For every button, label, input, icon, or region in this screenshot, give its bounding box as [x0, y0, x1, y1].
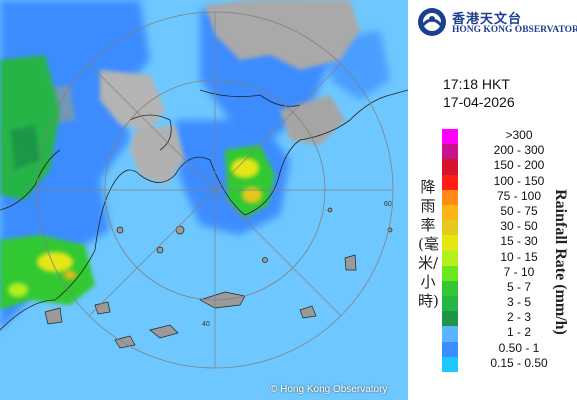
- legend-swatch: [442, 144, 458, 160]
- range-spokes: [37, 12, 393, 368]
- legend-swatch: [442, 356, 458, 372]
- legend-title-zh: 降雨率(毫米/小時): [418, 178, 439, 310]
- copyright-notice: © Hong Kong Observatory: [270, 384, 388, 395]
- coastlines: [0, 89, 408, 331]
- legend-swatch: [442, 220, 458, 236]
- legend-swatch: [442, 174, 458, 190]
- radar-map[interactable]: 40 60 © Hong Kong Observatory: [0, 0, 408, 400]
- legend-color-bar: [442, 129, 458, 372]
- legend-swatch: [442, 296, 458, 312]
- legend-swatch: [442, 204, 458, 221]
- legend-label: 30 - 50: [500, 219, 538, 234]
- legend-label: 15 - 30: [500, 234, 538, 249]
- legend-swatch: [442, 265, 458, 281]
- legend-swatch: [442, 129, 458, 145]
- legend-swatch: [442, 189, 458, 205]
- legend-swatch: [442, 326, 458, 342]
- legend-label: 10 - 15: [500, 249, 538, 264]
- observatory-logo-icon: [418, 8, 446, 36]
- legend-swatch: [442, 235, 458, 251]
- observatory-name-en: HONG KONG OBSERVATORY: [452, 25, 577, 35]
- legend-label: 75 - 100: [496, 188, 542, 203]
- legend-swatch: [442, 341, 458, 357]
- legend-label: 50 - 75: [500, 203, 538, 218]
- legend-swatch: [442, 250, 458, 266]
- range-ring-label-40: 40: [202, 321, 210, 328]
- legend-swatch: [442, 280, 458, 297]
- range-ring-label-60: 60: [384, 201, 392, 208]
- legend-label: 1 - 2: [506, 325, 531, 340]
- observatory-name-zh: 香港天文台: [452, 12, 523, 27]
- legend-label: 7 - 10: [503, 264, 535, 279]
- timestamp-time: 17:18 HKT: [443, 76, 510, 92]
- legend-label: 150 - 200: [493, 158, 545, 173]
- legend-labels: >300 200 - 300 150 - 200 100 - 150 75 - 100 5…: [474, 128, 564, 371]
- legend-label: 2 - 3: [506, 310, 531, 325]
- legend-label: >300: [505, 128, 533, 142]
- legend-title-en: Rainfall Rate (mm/h): [552, 189, 569, 335]
- legend-swatch: [442, 159, 458, 175]
- legend-label: 5 - 7: [506, 279, 531, 294]
- heavy-rain-area: [8, 158, 262, 297]
- timestamp: 17:18 HKT 17-04-2026: [443, 75, 515, 111]
- legend-swatch: [442, 311, 458, 327]
- observatory-logo[interactable]: 香港天文台 HONG KONG OBSERVATORY: [416, 6, 577, 38]
- timestamp-date: 17-04-2026: [443, 94, 515, 110]
- legend-label: 3 - 5: [506, 295, 531, 310]
- islands: [44, 207, 393, 349]
- legend-label: 200 - 300: [493, 143, 545, 158]
- legend-label: 0.50 - 1: [498, 340, 540, 355]
- legend-label: 0.15 - 0.50: [490, 355, 548, 370]
- legend-label: 100 - 150: [493, 173, 545, 188]
